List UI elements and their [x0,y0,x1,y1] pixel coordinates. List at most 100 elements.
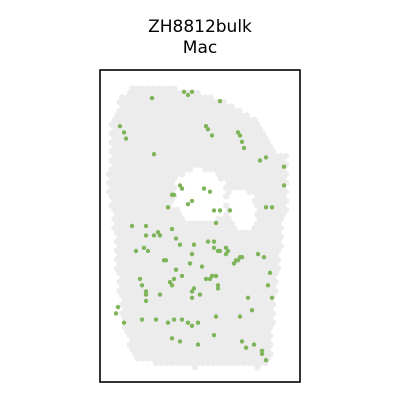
tissue-spot [212,292,219,299]
tissue-spot [194,98,201,106]
tissue-spot [254,148,261,155]
tissue-spot [186,157,193,164]
data-point [251,342,257,347]
tissue-spot [272,197,279,205]
tissue-spot [163,332,170,340]
tissue-spot [147,251,154,259]
tissue-spot [163,233,170,241]
data-point [217,208,223,213]
tissue-spot [207,337,214,344]
tissue-spot [194,269,201,277]
tissue-spot [158,134,165,142]
tissue-spot [256,125,264,133]
tissue-spot [173,143,180,151]
tissue-spot [217,175,225,182]
tissue-spot [267,188,274,196]
tissue-spot [165,103,173,110]
tissue-spot [254,292,261,299]
tissue-spot [168,125,175,133]
tissue-spot [194,350,201,358]
tissue-spot [236,278,243,286]
tissue-spot [215,323,222,331]
tissue-spot [238,274,245,281]
tissue-spot [152,143,160,151]
tissue-spot [137,224,144,232]
tissue-spot [158,305,165,313]
tissue-spot [186,328,193,335]
tissue-spot [199,143,206,151]
tissue-spot [259,220,266,227]
tissue-spot [155,355,162,362]
tissue-spot [163,269,170,277]
tissue-spot [194,332,201,340]
tissue-spot [199,287,206,295]
tissue-spot [152,116,160,124]
tissue-spot [233,274,240,281]
tissue-spot [233,238,240,245]
tissue-spot [165,175,173,182]
tissue-spot [176,211,183,218]
tissue-spot [181,166,188,173]
tissue-spot [152,89,160,97]
tissue-spot [178,305,186,313]
tissue-spot [119,310,126,317]
tissue-spot [194,107,201,115]
tissue-spot [134,103,141,110]
tissue-spot [168,206,175,214]
tissue-spot [160,301,167,308]
data-point [237,133,243,138]
tissue-spot [126,107,134,115]
tissue-spot [155,94,162,101]
tissue-spot [251,269,258,277]
tissue-spot [165,274,173,281]
tissue-spot [181,292,188,299]
tissue-spot [264,274,271,281]
tissue-spot [202,283,209,290]
tissue-spot [142,269,149,277]
tissue-spot [132,314,139,322]
tissue-spot [137,152,144,160]
tissue-spot [111,197,118,205]
data-point [267,270,273,275]
tissue-spot [116,179,123,187]
tissue-spot [121,170,128,178]
tissue-spot [262,287,269,295]
tissue-spot [168,134,175,142]
tissue-spot [145,157,152,164]
tissue-spot [124,301,131,308]
tissue-spot [126,116,134,124]
tissue-spot [108,139,115,146]
tissue-spot [241,350,248,358]
tissue-spot [241,170,248,178]
tissue-spot [197,121,204,128]
tissue-spot [139,103,147,110]
tissue-spot [269,184,277,191]
data-point [263,358,269,363]
tissue-spot [111,170,118,178]
tissue-spot [202,94,209,101]
tissue-spot [165,220,173,227]
tissue-spot [155,112,162,119]
tissue-spot [116,260,123,268]
tissue-spot [124,310,131,317]
tissue-spot [186,256,193,263]
tissue-spot [223,283,230,290]
data-point [211,208,217,213]
tissue-spot [150,346,157,353]
tissue-spot [259,292,266,299]
tissue-spot [233,337,240,344]
tissue-spot [191,247,199,254]
tissue-spot [184,134,191,142]
tissue-spot [212,265,219,272]
tissue-spot [126,278,134,286]
tissue-spot [241,287,248,295]
tissue-spot [272,170,279,178]
tissue-spot [139,265,147,272]
tissue-spot [126,188,134,196]
tissue-spot [215,152,222,160]
tissue-spot [220,332,227,340]
tissue-spot [272,278,279,286]
tissue-spot [150,112,157,119]
tissue-spot [202,247,209,254]
tissue-spot [126,179,134,187]
